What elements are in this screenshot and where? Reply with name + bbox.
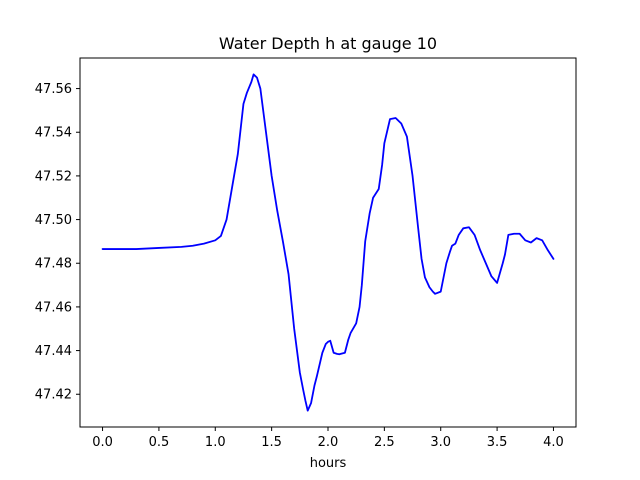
y-tick-label: 47.48 bbox=[35, 257, 72, 272]
y-tick-label: 47.54 bbox=[35, 126, 72, 141]
x-tick-label: 1.5 bbox=[261, 435, 282, 450]
series-line bbox=[101, 73, 555, 412]
x-tick-label: 2.0 bbox=[318, 435, 339, 450]
x-tick-label: 0.5 bbox=[149, 435, 170, 450]
x-tick-label: 4.0 bbox=[543, 435, 564, 450]
y-tick-label: 47.52 bbox=[35, 169, 72, 184]
x-tick-label: 0.0 bbox=[92, 435, 113, 450]
x-tick-label: 3.0 bbox=[430, 435, 451, 450]
x-axis-label: hours bbox=[310, 456, 347, 471]
x-tick-label: 1.0 bbox=[205, 435, 226, 450]
chart-title: Water Depth h at gauge 10 bbox=[219, 34, 437, 53]
y-tick-label: 47.46 bbox=[35, 300, 72, 315]
y-tick-label: 47.42 bbox=[35, 388, 72, 403]
x-axis: 0.0 0.5 1.0 1.5 2.0 2.5 3.0 3.5 4.0 bbox=[92, 427, 564, 450]
x-tick-label: 3.5 bbox=[487, 435, 508, 450]
plot-frame bbox=[79, 57, 577, 428]
plot-area bbox=[101, 73, 555, 412]
y-tick-label: 47.44 bbox=[35, 344, 72, 359]
y-axis: 47.42 47.44 47.46 47.48 47.50 47.52 47.54 47.56 bbox=[35, 82, 80, 403]
y-tick-label: 47.56 bbox=[35, 82, 72, 97]
x-tick-label: 2.5 bbox=[374, 435, 395, 450]
y-tick-label: 47.50 bbox=[35, 213, 72, 228]
